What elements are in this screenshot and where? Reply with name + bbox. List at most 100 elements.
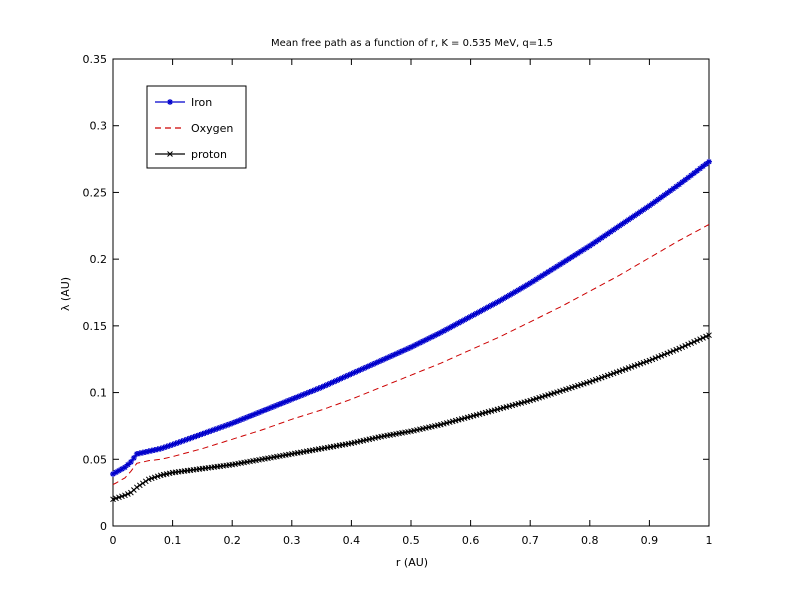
y-tick-label: 0.35 (83, 53, 108, 66)
data-point (476, 308, 483, 315)
data-point (700, 335, 706, 341)
data-point (238, 416, 245, 423)
data-point (631, 212, 638, 219)
data-point (410, 342, 417, 349)
data-point (586, 379, 593, 385)
y-tick-label: 0.05 (83, 453, 108, 466)
data-point (694, 337, 700, 344)
data-point (315, 385, 322, 392)
data-point (124, 461, 131, 468)
data-point (366, 362, 373, 369)
data-point (506, 292, 513, 299)
data-point (333, 377, 340, 384)
data-point (703, 161, 710, 168)
data-point (634, 361, 641, 368)
data-point (405, 345, 412, 352)
data-point (652, 355, 659, 362)
data-point (554, 263, 561, 270)
data-point (309, 387, 316, 394)
data-point (559, 259, 566, 266)
data-point (139, 480, 146, 487)
data-point (178, 438, 185, 445)
x-axis-label: r (AU) (396, 556, 428, 569)
data-point (682, 176, 689, 183)
x-tick-label: 0.6 (462, 534, 480, 547)
x-tick-label: 0.5 (402, 534, 420, 547)
data-point (327, 380, 334, 387)
data-point (232, 419, 239, 426)
data-point (637, 360, 644, 367)
data-point (256, 409, 263, 416)
data-point (664, 350, 671, 357)
data-point (446, 324, 453, 331)
data-point (542, 270, 549, 277)
data-point (211, 426, 218, 433)
data-point (706, 158, 712, 165)
data-point (163, 443, 170, 450)
data-point (685, 341, 691, 348)
data-point (646, 357, 653, 364)
data-point (166, 442, 173, 449)
data-point (136, 482, 143, 489)
data-point (628, 364, 635, 370)
y-tick-label: 0 (100, 520, 107, 533)
data-point (568, 254, 575, 261)
data-point (270, 403, 277, 410)
data-point (393, 350, 400, 357)
data-point (667, 187, 674, 194)
data-point (497, 297, 504, 304)
data-point (658, 194, 665, 201)
data-point (562, 257, 569, 264)
data-point (214, 425, 221, 432)
data-point (244, 414, 251, 421)
data-point (634, 210, 641, 217)
x-tick-label: 0.4 (343, 534, 361, 547)
data-point (697, 165, 704, 172)
data-point (151, 446, 158, 453)
data-point (595, 236, 602, 243)
y-axis-label: λ (AU) (59, 277, 72, 311)
data-point (482, 305, 489, 312)
data-point (661, 351, 668, 358)
data-point (336, 376, 343, 383)
data-point (527, 280, 534, 287)
data-point (649, 200, 656, 207)
data-point (536, 274, 543, 281)
data-point (110, 470, 116, 477)
data-point (375, 358, 382, 365)
data-point (455, 319, 462, 326)
data-point (643, 204, 650, 211)
y-tick-label: 0.25 (83, 186, 108, 199)
data-point (524, 281, 531, 288)
x-tick-label: 0.7 (521, 534, 539, 547)
data-point (440, 327, 447, 334)
data-point (548, 267, 555, 274)
data-point (652, 198, 659, 205)
data-point (130, 454, 137, 461)
data-point (115, 467, 122, 474)
data-point (184, 436, 191, 443)
data-point (175, 439, 182, 446)
data-point (261, 407, 268, 414)
data-point (139, 449, 146, 456)
data-point (512, 288, 519, 295)
x-tick-label: 0.3 (283, 534, 301, 547)
data-point (658, 352, 665, 359)
data-point (297, 392, 304, 399)
data-point (125, 491, 131, 497)
legend: Iron Oxygen proton (146, 85, 247, 169)
data-point (229, 420, 236, 427)
y-tick-label: 0.2 (90, 253, 108, 266)
data-point (208, 427, 215, 434)
data-point (133, 450, 140, 457)
data-point (187, 435, 194, 442)
data-point (655, 354, 662, 360)
data-point (247, 413, 254, 420)
data-point (557, 261, 563, 268)
data-point (580, 246, 587, 253)
data-point (500, 295, 507, 302)
data-point (253, 410, 260, 417)
data-point (199, 430, 206, 437)
data-point (530, 278, 537, 285)
